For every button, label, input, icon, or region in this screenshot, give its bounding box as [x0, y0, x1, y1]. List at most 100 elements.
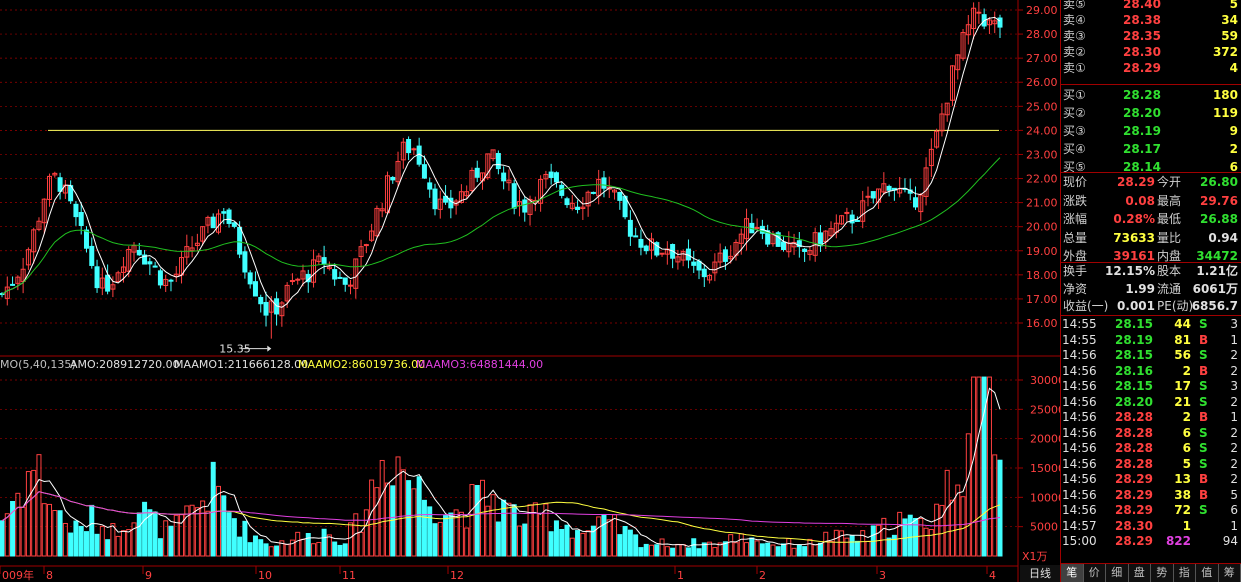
candle-body	[295, 278, 301, 281]
candle-body	[311, 259, 317, 283]
candle-body	[4, 286, 10, 299]
volume-bar	[126, 529, 132, 557]
tick-row[interactable]: 15:00 28.29 822 94	[1061, 533, 1241, 549]
tick-row[interactable]: 14:55 28.15 44 S 3	[1061, 316, 1241, 332]
volume-bar	[511, 504, 517, 557]
candle-body	[934, 130, 940, 148]
volume-bar	[136, 512, 142, 557]
volume-ma5-line	[1, 387, 1001, 547]
bid-row[interactable]: 买② 28.20 119	[1061, 104, 1241, 122]
volume-bar	[221, 495, 227, 557]
tick-row[interactable]: 14:56 28.16 2 B 2	[1061, 363, 1241, 379]
tab-1[interactable]: 价	[1084, 564, 1106, 582]
fundamental-row: 换手 12.15% 股本 1.21亿	[1061, 263, 1241, 280]
candle-body	[854, 219, 860, 222]
ask-row[interactable]: 卖③ 28.35 59	[1061, 28, 1241, 44]
tick-row[interactable]: 14:56 28.29 72 S 6	[1061, 502, 1241, 518]
candle-body	[590, 191, 596, 194]
stat-value: 0.08	[1125, 193, 1155, 208]
volume-bar	[252, 535, 258, 557]
candle-body	[300, 270, 306, 280]
tick-row[interactable]: 14:56 28.28 6 S 2	[1061, 440, 1241, 456]
candle-body	[633, 235, 639, 238]
stat-label: 量比	[1157, 230, 1182, 245]
volume-bar	[939, 504, 945, 557]
tab-7[interactable]: 筹	[1219, 564, 1241, 582]
tab-6[interactable]: 值	[1196, 564, 1219, 582]
volume-bar	[949, 499, 955, 557]
tab-3[interactable]: 盘	[1129, 564, 1151, 582]
volume-bar	[73, 520, 79, 557]
tab-0[interactable]: 笔	[1061, 564, 1084, 582]
ask-row[interactable]: 卖⑤ 28.40 5	[1061, 0, 1241, 12]
candle-body	[57, 177, 63, 192]
volume-bar	[934, 503, 940, 557]
stat-value: 34472	[1196, 249, 1238, 263]
ask-row[interactable]: 卖① 28.29 4	[1061, 60, 1241, 76]
candle-body	[986, 19, 992, 26]
tick-row[interactable]: 14:56 28.28 5 S 2	[1061, 456, 1241, 472]
volume-bar	[215, 485, 221, 557]
stat-row: 现价 28.29 今开 26.80	[1061, 173, 1241, 191]
tick-row[interactable]: 14:55 28.19 81 B 1	[1061, 332, 1241, 348]
candle-body	[10, 283, 16, 286]
period-button[interactable]: 日线	[1020, 565, 1060, 582]
stat-label: 最低	[1157, 212, 1182, 226]
tick-count: 1	[1230, 518, 1238, 533]
volume-bar	[337, 544, 343, 557]
tick-row[interactable]: 14:56 28.28 2 B 1	[1061, 409, 1241, 425]
tick-row[interactable]: 14:56 28.15 17 S 3	[1061, 378, 1241, 394]
tick-count: 2	[1230, 441, 1238, 455]
bid-row[interactable]: 买④ 28.17 2	[1061, 140, 1241, 158]
volume-unit-label: X1万	[1022, 550, 1048, 563]
candle-body	[971, 7, 977, 30]
tab-4[interactable]: 势	[1151, 564, 1174, 582]
candle-body	[432, 188, 438, 210]
tab-5[interactable]: 指	[1174, 564, 1196, 582]
candle-body	[47, 175, 53, 200]
volume-bar	[685, 547, 691, 557]
candle-body	[221, 211, 227, 214]
volume-bar	[986, 376, 992, 557]
ask-row[interactable]: 卖② 28.30 372	[1061, 44, 1241, 60]
volume-bar	[316, 541, 322, 557]
candle-body	[226, 209, 232, 224]
chart-area[interactable]: 29.00 28.00 27.00 26.00 25.00 24.00 23.00 22.00…	[0, 0, 1060, 582]
volume-bar	[189, 504, 195, 557]
volume-bar	[421, 499, 427, 557]
tick-price: 28.28	[1115, 410, 1153, 424]
tick-row[interactable]: 14:56 28.29 13 B 2	[1061, 471, 1241, 487]
volume-bar	[654, 544, 660, 557]
bid-row[interactable]: 买③ 28.19 9	[1061, 122, 1241, 140]
volume-bar	[358, 531, 364, 557]
volume-bar	[490, 494, 496, 557]
volume-bar	[115, 535, 121, 557]
indicator-maamo2: MAAMO2:86019736.00	[298, 358, 426, 371]
candle-body	[369, 230, 375, 241]
tick-row[interactable]: 14:57 28.30 1 1	[1061, 518, 1241, 534]
volume-bar	[10, 501, 16, 557]
tick-volume: 5	[1182, 456, 1191, 471]
kline-chart[interactable]: 29.00 28.00 27.00 26.00 25.00 24.00 23.00 22.00…	[0, 0, 1060, 582]
tab-2[interactable]: 细	[1106, 564, 1129, 582]
volume-bar	[384, 482, 390, 557]
volume-bar	[543, 503, 549, 557]
candle-body	[654, 242, 660, 256]
tick-row[interactable]: 14:56 28.20 21 S 2	[1061, 394, 1241, 410]
tick-row[interactable]: 14:56 28.29 38 B 5	[1061, 487, 1241, 503]
volume-tick-label: 25000	[1030, 403, 1060, 416]
volume-bar	[770, 544, 776, 557]
tick-row[interactable]: 14:56 28.15 56 S 2	[1061, 347, 1241, 363]
bid-row[interactable]: 买⑤ 28.14 6	[1061, 158, 1241, 176]
volume-bar	[627, 529, 633, 557]
candle-body	[886, 185, 892, 191]
bid-row[interactable]: 买① 28.28 180	[1061, 86, 1241, 104]
candle-body	[131, 245, 137, 253]
tick-row[interactable]: 14:56 28.28 6 S 2	[1061, 425, 1241, 441]
volume-bar	[744, 542, 750, 557]
volume-bar	[363, 509, 369, 557]
ask-row[interactable]: 卖④ 28.38 34	[1061, 12, 1241, 28]
volume-bar	[379, 459, 385, 557]
candle-body	[268, 300, 274, 313]
volume-bar	[601, 513, 607, 557]
